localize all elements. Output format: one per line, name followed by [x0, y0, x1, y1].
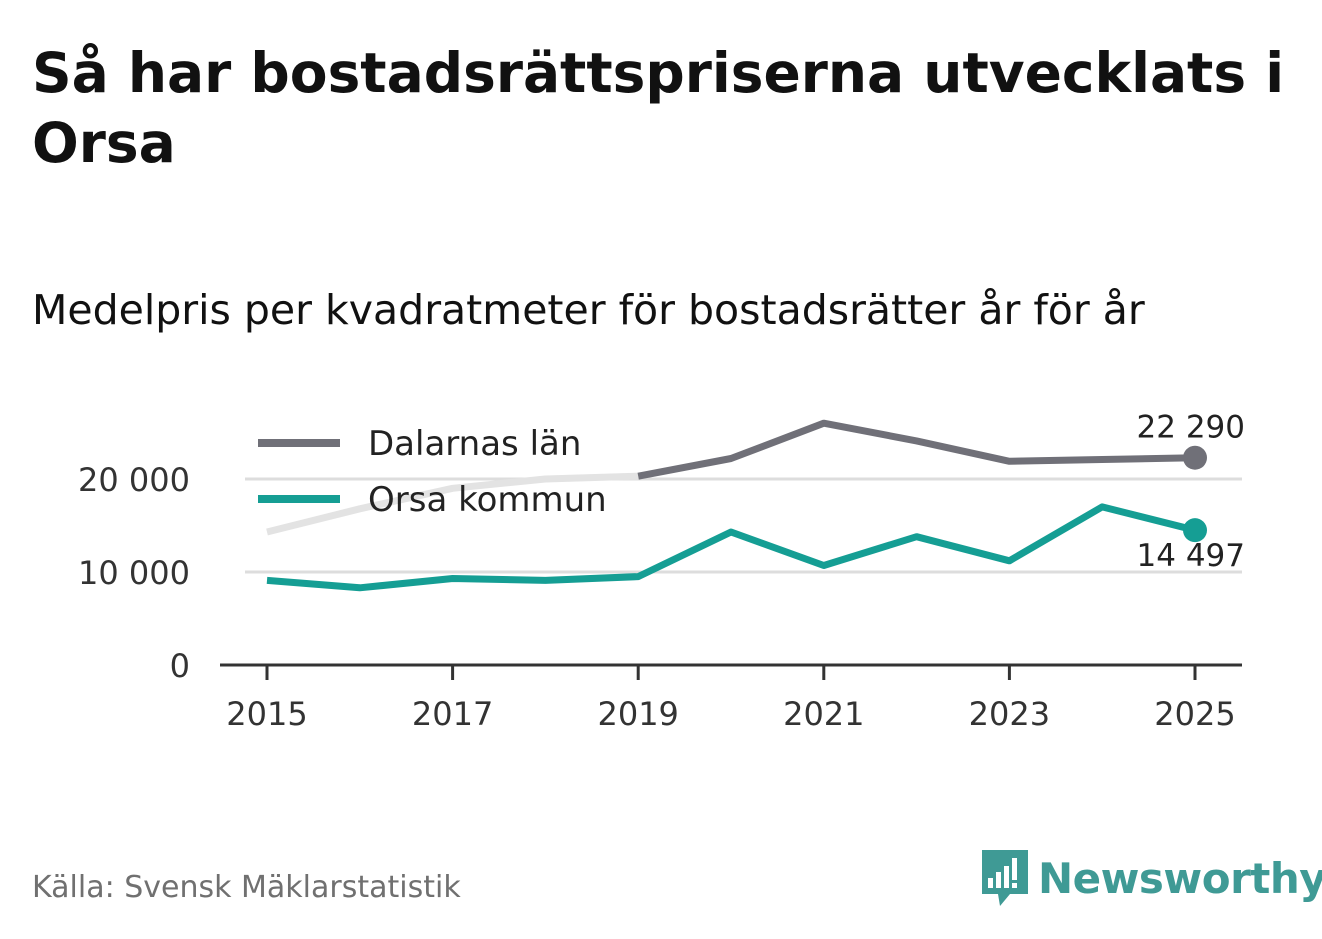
end-point-dalarnas-l-n — [1183, 445, 1207, 470]
legend-label: Dalarnas län — [368, 424, 581, 464]
chart-title: Så har bostadsrättspriserna utvecklats i… — [32, 41, 1285, 175]
chart-subtitle: Medelpris per kvadratmeter för bostadsrä… — [32, 286, 1145, 334]
y-tick-label: 0 — [170, 647, 190, 685]
brand-name: Newsworthy — [1038, 853, 1322, 903]
end-point-orsa-kommun — [1183, 518, 1207, 543]
y-tick-label: 20 000 — [78, 461, 190, 499]
x-tick-label: 2021 — [783, 695, 864, 733]
series-line-faded-dalarnas-l-n — [266, 472, 639, 536]
brand-logo[interactable]: Newsworthy — [980, 848, 1322, 908]
end-value-label: 22 290 — [1137, 410, 1245, 446]
source-note: Källa: Svensk Mäklarstatistik — [32, 870, 461, 905]
newsworthy-logo-icon — [982, 850, 1028, 906]
x-tick-label: 2025 — [1154, 695, 1235, 733]
legend-label: Orsa kommun — [368, 480, 607, 520]
x-tick-label: 2017 — [412, 695, 493, 733]
y-tick-label: 10 000 — [78, 554, 190, 592]
x-tick-label: 2019 — [597, 695, 678, 733]
series-line-orsa-kommun — [266, 503, 1196, 592]
x-tick-label: 2015 — [226, 695, 307, 733]
end-value-label: 14 497 — [1137, 538, 1245, 574]
series-line-dalarnas-l-n — [637, 419, 1196, 480]
x-tick-label: 2023 — [969, 695, 1050, 733]
